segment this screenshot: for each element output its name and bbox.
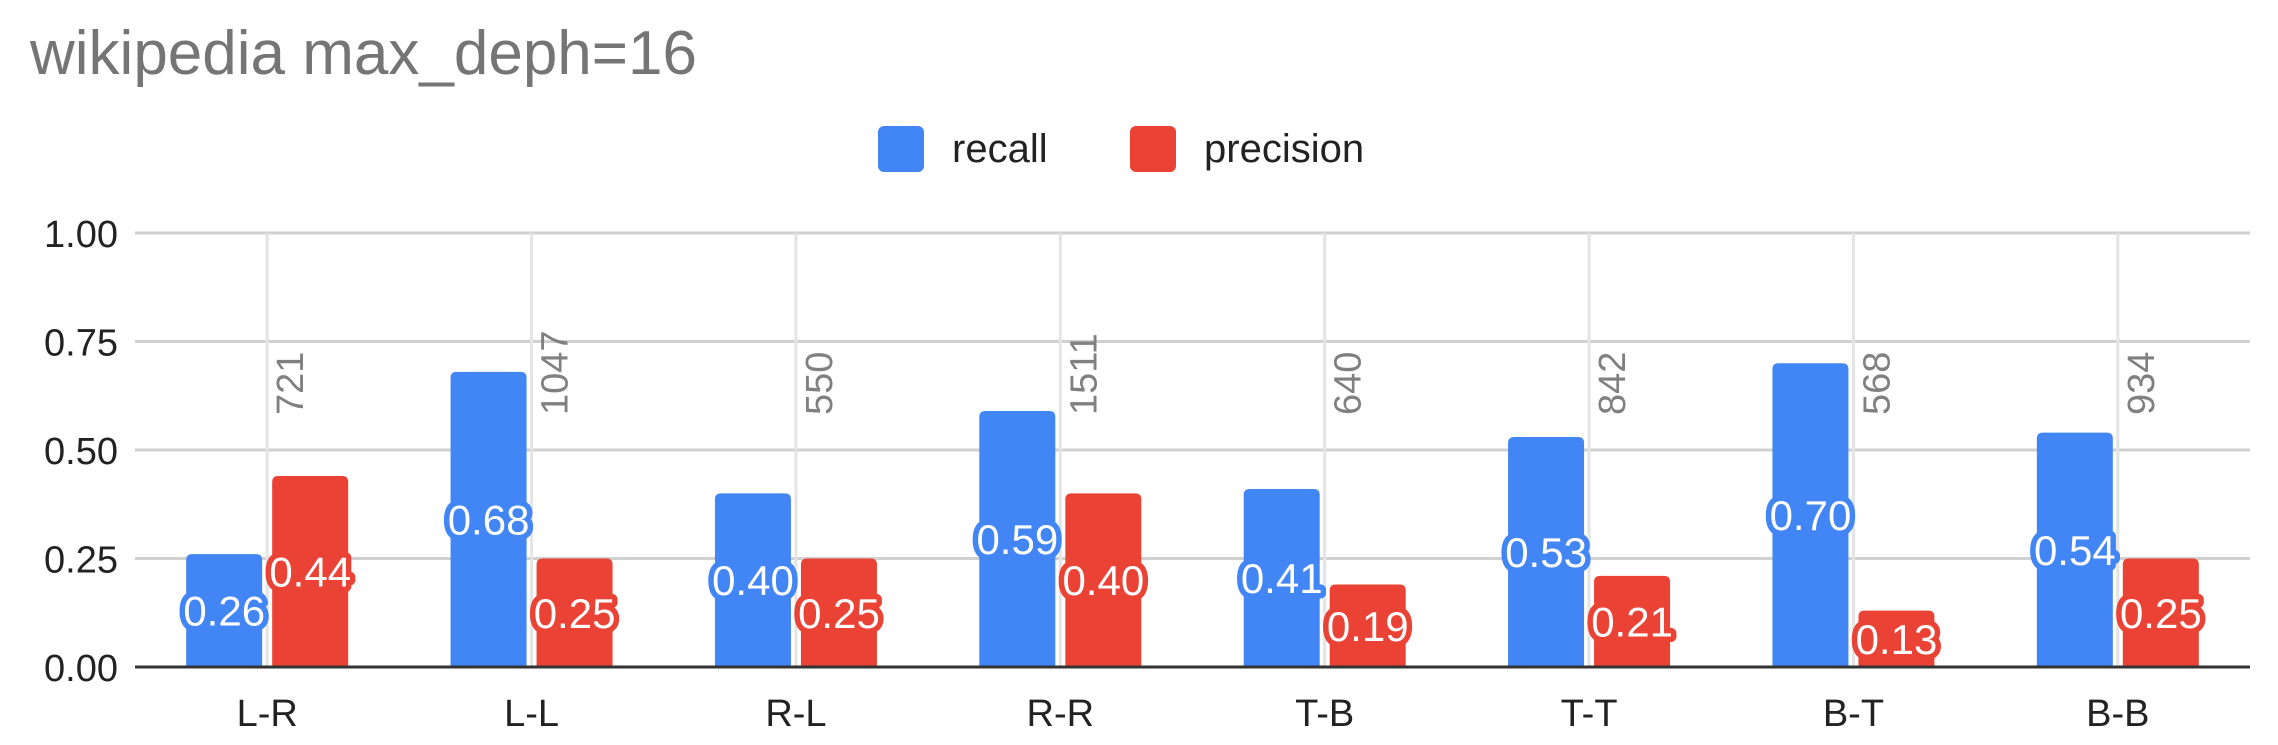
x-tick-label: R-R: [1027, 693, 1095, 735]
data-label-recall: 0.54: [2034, 527, 2116, 574]
legend-item-precision[interactable]: precision: [1130, 126, 1364, 172]
data-label-recall: 0.70: [1770, 492, 1852, 539]
y-tick-label: 0.50: [44, 431, 118, 473]
data-label-precision: 0.25: [534, 590, 616, 637]
count-label: 640: [1328, 352, 1370, 415]
y-tick-label: 0.25: [44, 540, 118, 582]
bar-precision: [536, 558, 613, 667]
data-label-precision: 0.44: [269, 549, 351, 596]
data-label-precision: 0.25: [798, 590, 880, 637]
legend-label-precision: precision: [1204, 126, 1365, 171]
bar-recall: [2036, 432, 2113, 667]
data-label-precision: 0.40: [1062, 557, 1144, 604]
y-tick-label: 0.00: [44, 648, 118, 690]
chart-title: wikipedia max_deph=16: [30, 19, 697, 88]
bar-recall: [1243, 489, 1320, 667]
count-label: 550: [799, 352, 841, 415]
bar-recall: [1772, 363, 1849, 667]
bar-recall: [714, 493, 791, 667]
bar-precision: [272, 476, 349, 667]
count-label: 568: [1856, 352, 1898, 415]
bar-precision: [1594, 575, 1671, 667]
data-label-recall: 0.59: [976, 516, 1058, 563]
x-tick-label: B-B: [2086, 693, 2149, 735]
count-label: 1511: [1063, 333, 1105, 415]
count-label: 1047: [535, 330, 577, 415]
bar-precision: [1329, 584, 1406, 667]
y-tick-label: 0.75: [44, 323, 118, 365]
bar-recall: [450, 371, 527, 667]
legend-label-recall: recall: [952, 126, 1048, 171]
bar-recall: [979, 410, 1056, 667]
legend-swatch-recall: [878, 126, 924, 172]
data-label-precision: 0.21: [1591, 598, 1673, 645]
legend-item-recall[interactable]: recall: [878, 126, 1048, 172]
data-label-recall: 0.26: [183, 588, 265, 635]
bar-precision: [800, 558, 877, 667]
count-label: 934: [2121, 352, 2163, 415]
data-label-recall: 0.68: [448, 496, 530, 543]
count-label: 842: [1592, 352, 1634, 415]
data-label-recall: 0.40: [712, 557, 794, 604]
count-label: 721: [270, 352, 312, 415]
bar-precision: [1065, 493, 1142, 667]
data-label-precision: 0.13: [1856, 616, 1938, 663]
x-tick-label: T-B: [1295, 693, 1354, 735]
legend: recall precision: [0, 126, 2278, 176]
bar-recall: [1508, 436, 1585, 667]
data-label-recall: 0.41: [1241, 555, 1323, 602]
x-tick-label: T-T: [1561, 693, 1618, 735]
bar-precision: [2122, 558, 2199, 667]
bar-precision: [1858, 610, 1935, 667]
legend-swatch-precision: [1130, 126, 1176, 172]
data-label-recall: 0.53: [1505, 529, 1587, 576]
x-tick-label: L-L: [504, 693, 559, 735]
y-tick-label: 1.00: [44, 214, 118, 256]
data-label-precision: 0.25: [2120, 590, 2202, 637]
x-tick-label: L-R: [237, 693, 298, 735]
x-tick-label: B-T: [1823, 693, 1884, 735]
bar-recall: [186, 554, 263, 667]
x-tick-label: R-L: [765, 693, 826, 735]
data-label-precision: 0.19: [1327, 603, 1409, 650]
